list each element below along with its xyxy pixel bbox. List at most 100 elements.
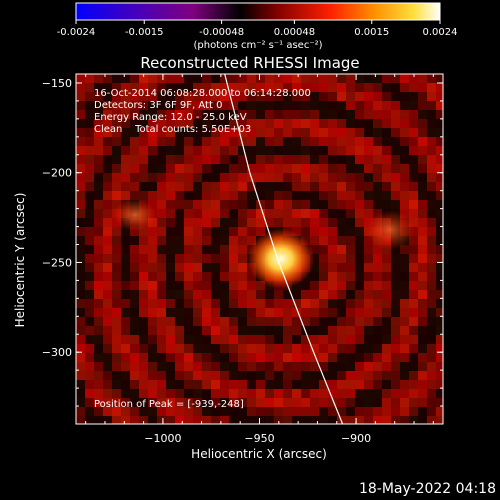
heatmap-cell	[175, 164, 184, 173]
heatmap-cell	[193, 236, 202, 245]
heatmap-cell	[148, 155, 157, 164]
footer-timestamp: 18-May-2022 04:18	[359, 481, 496, 497]
heatmap-cell	[346, 218, 355, 227]
heatmap-cell	[400, 371, 409, 380]
heatmap-cell	[319, 200, 328, 209]
heatmap-cell	[202, 173, 211, 182]
heatmap-cell	[436, 155, 443, 164]
heatmap-cell	[310, 362, 319, 371]
heatmap-cell	[94, 101, 103, 110]
heatmap-cell	[256, 155, 265, 164]
heatmap-cell	[382, 173, 391, 182]
heatmap-cell	[418, 200, 427, 209]
heatmap-cell	[130, 416, 139, 424]
heatmap-cell	[310, 245, 319, 254]
heatmap-cell	[373, 263, 382, 272]
heatmap-cell	[418, 326, 427, 335]
heatmap-cell	[337, 362, 346, 371]
heatmap-cell	[364, 182, 373, 191]
heatmap-cell	[418, 164, 427, 173]
heatmap-cell	[436, 299, 443, 308]
heatmap-cell	[382, 146, 391, 155]
heatmap-cell	[238, 344, 247, 353]
heatmap-cell	[373, 335, 382, 344]
heatmap-cell	[157, 128, 166, 137]
heatmap-cell	[85, 164, 94, 173]
heatmap-cell	[409, 308, 418, 317]
heatmap-cell	[184, 146, 193, 155]
heatmap-cell	[238, 209, 247, 218]
heatmap-cell	[247, 371, 256, 380]
heatmap-cell	[400, 209, 409, 218]
heatmap-cell	[274, 299, 283, 308]
heatmap-cell	[355, 128, 364, 137]
heatmap-cell	[409, 110, 418, 119]
heatmap-cell	[193, 371, 202, 380]
heatmap-cell	[409, 146, 418, 155]
heatmap-cell	[85, 128, 94, 137]
heatmap-cell	[112, 290, 121, 299]
heatmap-cell	[166, 317, 175, 326]
heatmap-cell	[175, 398, 184, 407]
heatmap-cell	[211, 317, 220, 326]
heatmap-cell	[283, 146, 292, 155]
heatmap-cell	[139, 227, 148, 236]
heatmap-cell	[229, 182, 238, 191]
heatmap-cell	[148, 290, 157, 299]
heatmap-cell	[202, 371, 211, 380]
heatmap-cell	[184, 353, 193, 362]
heatmap-cell	[319, 191, 328, 200]
heatmap-cell	[400, 362, 409, 371]
heatmap-cell	[220, 101, 229, 110]
heatmap-cell	[94, 299, 103, 308]
heatmap-cell	[364, 335, 373, 344]
heatmap-cell	[202, 317, 211, 326]
heatmap-cell	[112, 281, 121, 290]
heatmap-cell	[355, 119, 364, 128]
heatmap-cell	[418, 74, 427, 83]
heatmap-cell	[139, 308, 148, 317]
heatmap-cell	[382, 380, 391, 389]
heatmap-cell	[112, 398, 121, 407]
heatmap-cell	[211, 290, 220, 299]
heatmap-cell	[184, 200, 193, 209]
heatmap-cell	[364, 353, 373, 362]
heatmap-cell	[247, 101, 256, 110]
heatmap-cell	[103, 407, 112, 416]
heatmap-cell	[76, 263, 85, 272]
heatmap-cell	[292, 227, 301, 236]
heatmap-cell	[220, 191, 229, 200]
heatmap-cell	[229, 353, 238, 362]
heatmap-cell	[157, 272, 166, 281]
heatmap-cell	[427, 191, 436, 200]
heatmap-cell	[139, 155, 148, 164]
heatmap-cell	[130, 362, 139, 371]
heatmap-cell	[409, 263, 418, 272]
heatmap-cell	[247, 137, 256, 146]
heatmap-cell	[112, 245, 121, 254]
heatmap-cell	[76, 74, 85, 83]
heatmap-cell	[94, 326, 103, 335]
heatmap-cell	[364, 263, 373, 272]
heatmap-cell	[247, 191, 256, 200]
heatmap-cell	[373, 299, 382, 308]
heatmap-cell	[427, 119, 436, 128]
heatmap-cell	[328, 182, 337, 191]
heatmap-cell	[436, 92, 443, 101]
heatmap-cell	[418, 254, 427, 263]
heatmap-cell	[337, 137, 346, 146]
heatmap-cell	[418, 245, 427, 254]
heatmap-cell	[328, 119, 337, 128]
heatmap-cell	[382, 389, 391, 398]
heatmap-cell	[220, 317, 229, 326]
heatmap-cell	[121, 191, 130, 200]
heatmap-cell	[202, 200, 211, 209]
heatmap-cell	[427, 335, 436, 344]
heatmap-cell	[139, 335, 148, 344]
heatmap-cell	[166, 398, 175, 407]
heatmap-cell	[274, 326, 283, 335]
heatmap-cell	[166, 308, 175, 317]
heatmap-cell	[436, 380, 443, 389]
heatmap-cell	[76, 317, 85, 326]
heatmap-cell	[193, 317, 202, 326]
